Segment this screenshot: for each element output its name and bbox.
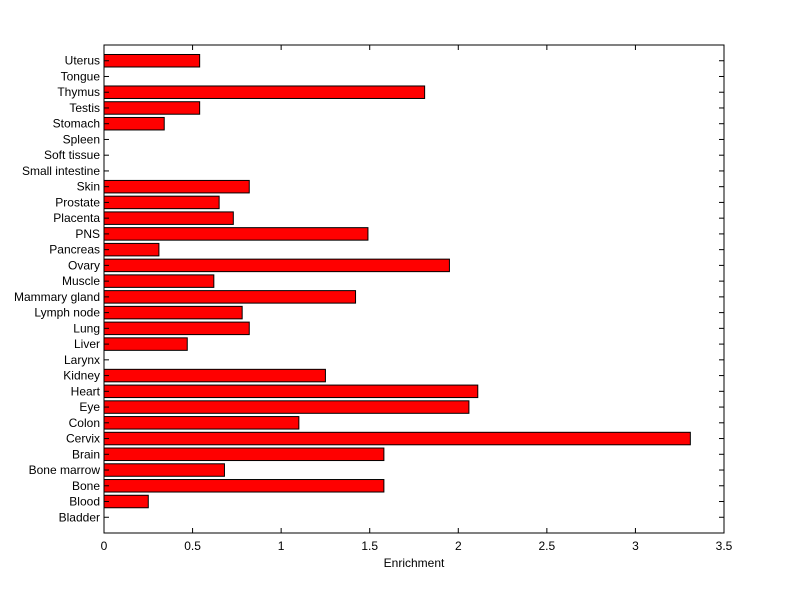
- x-tick-label: 2.5: [539, 539, 556, 553]
- plot-area-frame: [103, 44, 725, 534]
- x-tick-label: 3.5: [716, 539, 733, 553]
- y-tick-label: Blood: [69, 495, 100, 509]
- y-tick-label: Soft tissue: [44, 148, 100, 162]
- bar-brain: [103, 447, 385, 462]
- y-tick-label: Ovary: [68, 258, 100, 272]
- y-tick-label: Mammary gland: [14, 290, 100, 304]
- y-tick-label: Brain: [72, 447, 100, 461]
- bar-kidney: [103, 368, 326, 383]
- bar-blood: [103, 494, 149, 509]
- bar-ovary: [103, 258, 450, 273]
- x-tick-label: 3: [632, 539, 639, 553]
- bar-pancreas: [103, 242, 160, 257]
- bar-stomach: [103, 116, 165, 131]
- bar-lymph-node: [103, 305, 243, 320]
- y-tick-label: Bladder: [59, 510, 100, 524]
- y-tick-label: Small intestine: [22, 164, 100, 178]
- y-tick-label: Cervix: [66, 432, 100, 446]
- bar-bone: [103, 479, 385, 493]
- bar-liver: [103, 337, 188, 351]
- x-tick-label: 0: [101, 539, 108, 553]
- y-tick-label: Spleen: [63, 132, 100, 146]
- bar-pns: [103, 227, 369, 241]
- y-tick-label: Skin: [77, 180, 100, 194]
- y-tick-label: Pancreas: [49, 243, 100, 257]
- bar-cervix: [103, 431, 691, 446]
- bar-eye: [103, 400, 470, 414]
- bar-colon: [103, 416, 300, 430]
- y-tick-label: Placenta: [53, 211, 100, 225]
- y-tick-label: Larynx: [64, 353, 100, 367]
- y-tick-label: Muscle: [62, 274, 100, 288]
- y-tick-label: Bone marrow: [29, 463, 101, 477]
- bar-testis: [103, 101, 201, 115]
- bar-mammary-gland: [103, 290, 357, 304]
- y-tick-label: Uterus: [65, 54, 100, 68]
- bar-uterus: [103, 53, 201, 68]
- x-tick-label: 1: [278, 539, 285, 553]
- y-tick-label: Lymph node: [34, 306, 100, 320]
- bar-heart: [103, 384, 479, 399]
- ticks-layer: [103, 45, 725, 533]
- x-tick-label: 0.5: [184, 539, 201, 553]
- bar-lung: [103, 321, 250, 336]
- y-tick-label: PNS: [75, 227, 100, 241]
- y-tick-label: Lung: [73, 321, 100, 335]
- y-tick-label: Colon: [69, 416, 100, 430]
- y-tick-label: Stomach: [53, 117, 100, 131]
- y-tick-label: Kidney: [63, 369, 100, 383]
- x-tick-label: 1.5: [361, 539, 378, 553]
- y-tick-label: Testis: [69, 101, 100, 115]
- y-tick-label: Eye: [79, 400, 100, 414]
- y-tick-label: Liver: [74, 337, 100, 351]
- y-tick-label: Tongue: [61, 69, 101, 83]
- bar-muscle: [103, 274, 215, 288]
- bar-skin: [103, 179, 250, 194]
- bar-placenta: [103, 211, 234, 225]
- x-axis-label: Enrichment: [384, 556, 445, 570]
- y-tick-label: Bone: [72, 479, 100, 493]
- bars-layer: [103, 53, 691, 509]
- y-tick-label: Thymus: [57, 85, 100, 99]
- x-tick-label: 2: [455, 539, 462, 553]
- bar-prostate: [103, 195, 220, 210]
- y-tick-label: Prostate: [55, 195, 100, 209]
- bar-bone-marrow: [103, 463, 225, 477]
- bar-thymus: [103, 85, 426, 99]
- y-tick-label: Heart: [71, 384, 101, 398]
